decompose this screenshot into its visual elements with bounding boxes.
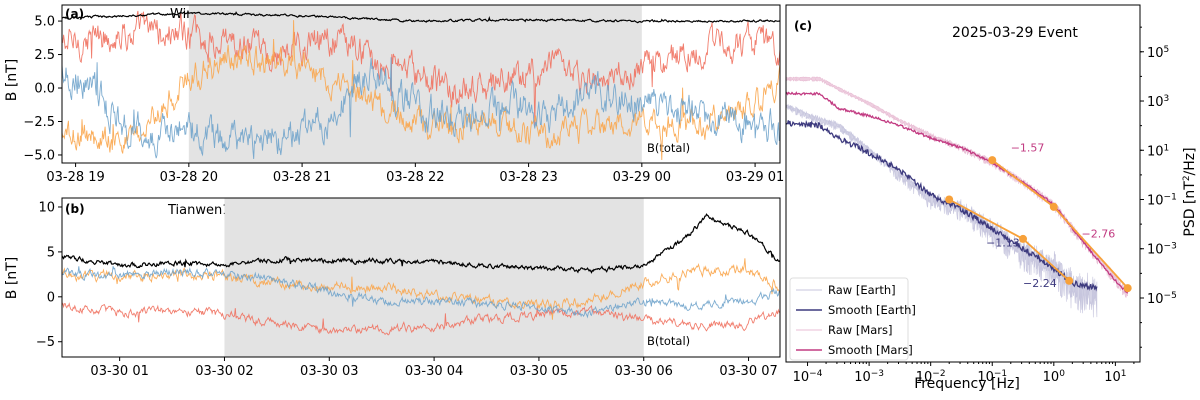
panel-c-ytick-label: 103: [1147, 94, 1169, 110]
panel-a-ytick-label: −2.5: [23, 115, 55, 130]
panel-b-ytick-label: −5: [36, 335, 55, 350]
panel-c-ytick-label: 10−1: [1147, 193, 1177, 209]
panel-b-ytick-label: 0: [47, 290, 55, 305]
panel-a-ytick-label: −5.0: [23, 148, 55, 163]
panel-c-slope-label-3: −2.76: [1082, 228, 1116, 241]
panel-b-xtick-label: 03-30 01: [90, 364, 148, 379]
panel-a-wind-mfi: (a) Wind-MFI B [nT] BrBtBnB(total) 5.02.…: [4, 4, 784, 185]
panel-b-ytick-label: 10: [38, 200, 55, 215]
panel-a-xtick-label: 03-28 23: [499, 170, 557, 185]
panel-c-xtick-label: 10−1: [977, 369, 1007, 385]
panel-c-slope-label-0: −1.13: [986, 236, 1020, 249]
panel-c-xtick-label: 101: [1104, 369, 1126, 385]
panel-a-frame: [61, 4, 781, 164]
panel-b-plot-area: [62, 198, 780, 357]
panel-c-legend-label-1: Smooth [Earth]: [828, 303, 916, 317]
panel-a-xtick-label: 03-28 22: [386, 170, 444, 185]
panel-a-ylabel: B [nT]: [4, 59, 20, 101]
panel-a-xtick-label: 03-29 01: [726, 170, 784, 185]
panel-c-slope-label-1: −2.24: [1023, 277, 1057, 290]
panel-b-series-btotal: [62, 213, 780, 274]
panel-c-series-rawmars: [786, 76, 1128, 299]
panel-a-series-bn: [62, 57, 780, 160]
panel-c-psd: (c) 2025-03-29 Event Frequency [Hz] PSD …: [785, 4, 1198, 392]
legend-label-b-3: B(total): [647, 334, 690, 348]
panel-b-xtick-label: 03-30 07: [719, 364, 777, 379]
panel-c-xtick-label: 10−3: [854, 369, 884, 385]
panel-b-ylabel: B [nT]: [4, 257, 20, 299]
panel-c-xlabel: Frequency [Hz]: [914, 376, 1020, 392]
panel-c-xtick-label: 100: [1043, 369, 1066, 385]
panel-b-xtick-label: 03-30 04: [405, 364, 463, 379]
panel-c-frame: [785, 4, 1141, 363]
panel-c-ytick-label: 105: [1147, 45, 1169, 61]
panel-c-fit-point-mars-2: [1123, 284, 1132, 293]
panel-a-series-br: [62, 10, 780, 127]
panel-b-xtick-label: 03-30 06: [615, 364, 673, 379]
panel-c-label: (c): [794, 19, 812, 33]
panel-b-xtick-label: 03-30 03: [300, 364, 358, 379]
panel-c-legend-box: [789, 277, 909, 361]
panel-c-xtick-label: 10−4: [793, 369, 823, 385]
panel-b-shaded-interval: [224, 198, 644, 357]
panel-c-ylabel: PSD [nT2/Hz]: [1182, 147, 1198, 236]
panel-a-xtick-label: 03-28 21: [273, 170, 331, 185]
panel-a-xtick-label: 03-28 20: [160, 170, 218, 185]
panel-a-ytick-label: 0.0: [34, 82, 55, 97]
panel-c-fit-point-mars-1: [1049, 202, 1058, 211]
panel-c-ytick-label: 10−3: [1147, 242, 1177, 258]
panel-b-xtick-label: 03-30 02: [195, 364, 253, 379]
panel-c-title: 2025-03-29 Event: [952, 25, 1078, 41]
panel-a-xtick-label: 03-29 00: [613, 170, 671, 185]
panel-b-label: (b): [65, 202, 85, 216]
panel-b-series-bx: [62, 302, 780, 336]
panel-a-xtick-label: 03-28 19: [46, 170, 104, 185]
panel-b-frame: [61, 197, 781, 358]
panel-a-ytick-label: 2.5: [34, 48, 55, 63]
panel-c-legend-label-3: Smooth [Mars]: [828, 343, 913, 357]
panel-c-fit-point-earth-2: [1065, 276, 1074, 285]
panel-a-plot-area: [62, 5, 780, 163]
panel-c-fit-point-earth-1: [1019, 234, 1028, 243]
panel-c-legend: Raw [Earth] Smooth [Earth] Raw [Mars] Smoot…: [789, 277, 916, 361]
panel-b-ytick-label: 5: [47, 245, 55, 260]
panel-c-series-smoothearth: [786, 119, 1098, 292]
panel-a-ytick-label: 5.0: [34, 15, 55, 30]
panel-c-legend-label-0: Raw [Earth]: [828, 283, 896, 297]
panel-a-series-btotal: [62, 11, 780, 24]
panel-c-ytick-label: 10−5: [1147, 291, 1177, 307]
panel-a-series-bt: [62, 20, 780, 161]
panel-c-xtick-label: 10−2: [916, 369, 946, 385]
panel-b-series-bz: [62, 266, 780, 319]
panel-c-legend-label-2: Raw [Mars]: [828, 323, 893, 337]
legend-label-a-3: B(total): [647, 141, 690, 155]
panel-c-fit-point-mars-0: [988, 156, 997, 165]
panel-c-fit-point-earth-0: [945, 195, 954, 204]
panel-b-tianwen1-momag: (b) Tianwen1-MOMAG B [nT] BxByBzB(total)…: [4, 197, 781, 379]
panel-c-slope-label-2: −1.57: [1011, 141, 1045, 154]
panel-b-xtick-label: 03-30 05: [510, 364, 568, 379]
panel-c-plot-area: [786, 76, 1132, 318]
panel-c-ytick-label: 101: [1147, 143, 1169, 159]
